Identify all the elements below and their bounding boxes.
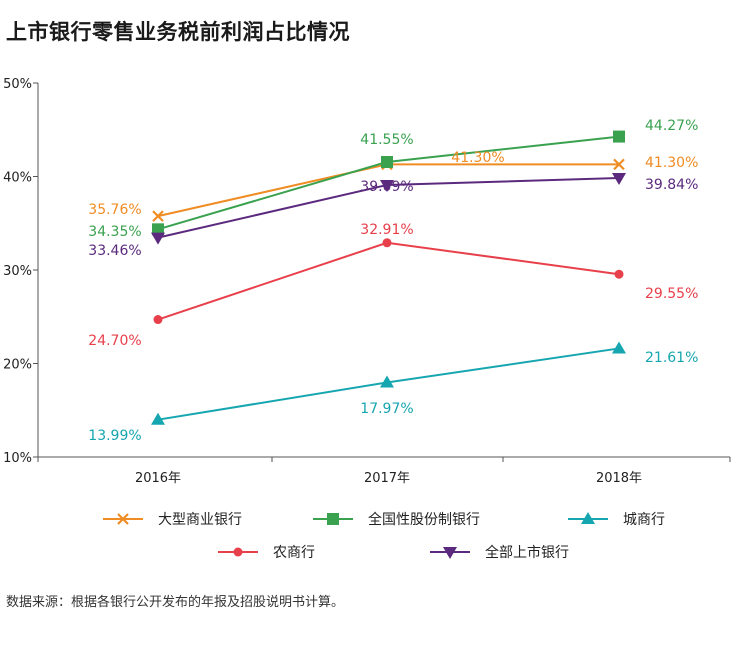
data-point [152,210,164,222]
data-label: 41.30% [451,150,504,166]
series-line [157,241,620,321]
source-note: 数据来源：根据各银行公开发布的年报及招股说明书计算。 [6,595,345,610]
x-tick-label: 2016年 [135,471,181,486]
data-point [613,130,625,143]
y-tick-label: 30% [3,264,32,279]
data-label: 13.99% [88,428,141,444]
data-point [381,156,393,169]
chart-title: 上市银行零售业务税前利润占比情况 [6,20,350,44]
data-point [614,269,624,279]
y-tick-label: 10% [3,451,32,466]
data-label: 39.84% [645,177,698,193]
y-tick-label: 50% [3,77,32,92]
data-label: 24.70% [88,333,141,349]
data-label: 41.30% [645,155,698,171]
x-tick-label: 2017年 [364,471,410,486]
data-point [612,172,626,185]
data-label: 34.35% [88,224,141,240]
legend-swatch-marker [327,513,339,525]
data-label: 29.55% [645,286,698,302]
data-point [380,180,394,193]
data-point [152,223,164,236]
legend-swatch-marker [117,513,129,525]
data-point [151,232,165,245]
legend-swatch-marker [443,547,457,559]
legend-label: 农商行 [273,545,315,561]
data-label: 21.61% [645,350,698,366]
line-chart: 10% 20% 30% 40% 50% 2016年 2017年 2018年 35.76% 41.… [3,77,731,561]
data-label: 17.97% [360,401,413,417]
axes: 10% 20% 30% 40% 50% 2016年 2017年 2018年 [3,77,731,486]
data-label: 32.91% [360,222,413,238]
series-markers [151,130,626,425]
data-label: 41.55% [360,132,413,148]
legend-swatch-marker [233,547,243,557]
data-point [153,315,163,325]
legend-label: 全国性股份制银行 [368,511,480,528]
legend-swatch-marker [581,512,595,524]
data-point [380,375,394,388]
x-tick-label: 2018年 [596,471,642,486]
data-point [612,341,626,354]
data-point [382,238,392,248]
y-tick-label: 40% [3,171,32,186]
legend-label: 全部上市银行 [485,544,569,561]
data-label: 33.46% [88,243,141,259]
data-point [151,412,165,425]
legend-label: 大型商业银行 [158,512,242,528]
data-point [613,158,625,171]
legend-label: 城商行 [623,512,665,528]
data-labels: 35.76% 41.30% 41.30% 34.35% 41.55% 44.27% 13.9… [88,118,698,444]
data-label: 35.76% [88,202,141,218]
data-label: 39.09% [360,179,413,195]
y-tick-label: 20% [3,358,32,373]
data-label: 44.27% [645,118,698,134]
